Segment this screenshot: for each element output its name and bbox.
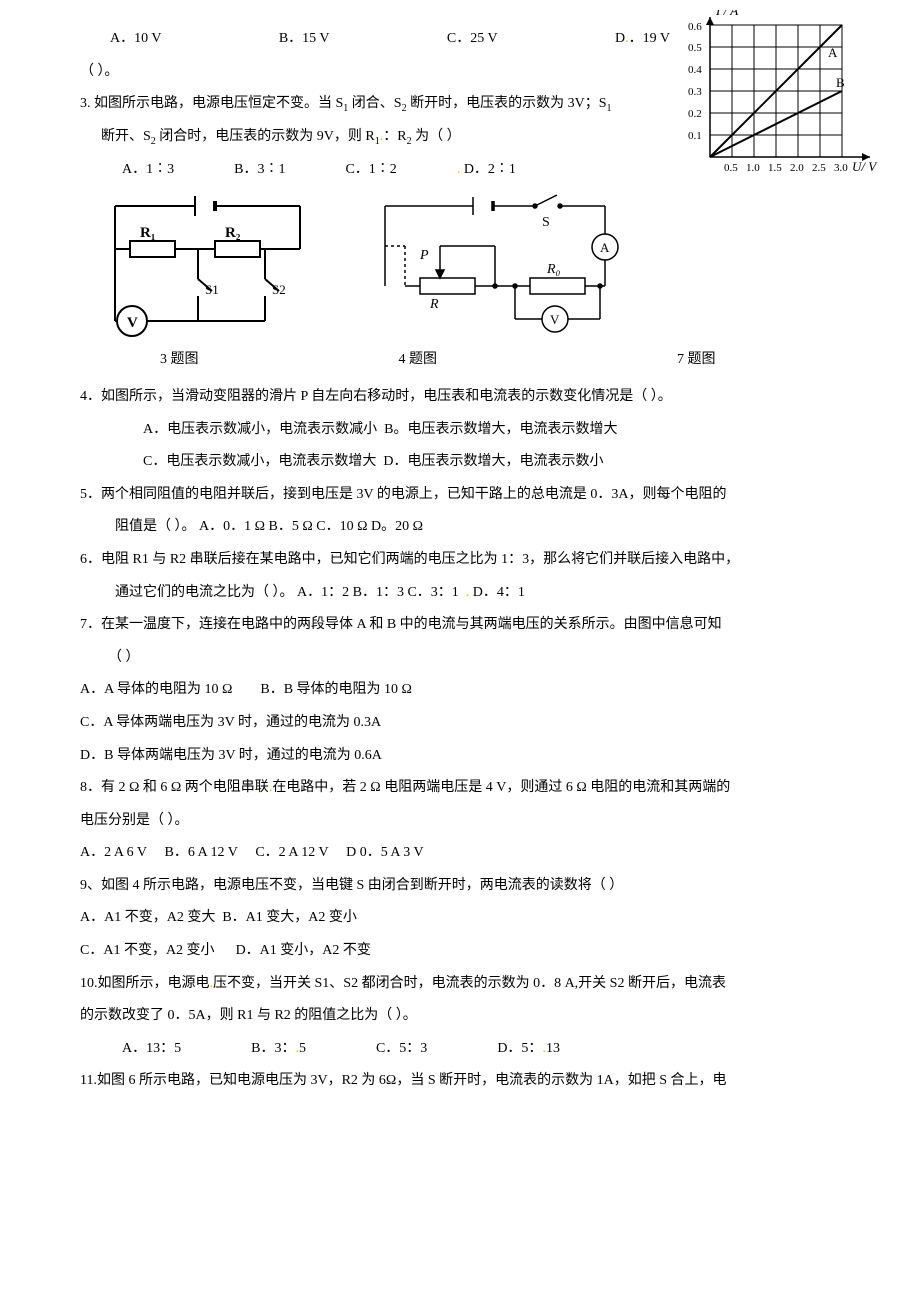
question-7-paren: （ ） [80, 645, 880, 672]
figure-captions: 3 题图 4 题图 7 题图 [160, 347, 880, 374]
question-5: 5．两个相同阻值的电阻并联后，接到电压是 3V 的电源上，已知干路上的总电流是 … [80, 482, 880, 509]
question-5-line2: 阻值是（ ）。 A．0．1 Ω B．5 Ω C．10 Ω D。20 Ω [80, 514, 880, 541]
q3-opt-d: D．2∶1 [464, 162, 516, 177]
q2-opt-c: C．25 V [447, 26, 498, 53]
svg-text:R₀: R₀ [546, 262, 561, 277]
svg-text:R₁: R₁ [140, 225, 155, 241]
question-3-options: A．1∶3 B．3∶1 C．1∶2 . D．2∶1 [80, 157, 670, 184]
question-11: 11.如图 6 所示电路，已知电源电压为 3V，R2 为 6Ω，当 S 断开时，… [80, 1068, 880, 1095]
q3-opt-a: A．1∶3 [122, 157, 174, 184]
q2-opt-a: A．10 V [110, 26, 161, 53]
svg-text:0.4: 0.4 [688, 64, 702, 76]
caption-7: 7 题图 [677, 347, 716, 374]
svg-text:2.0: 2.0 [790, 162, 804, 174]
question-8-opts: A．2 A 6 V B．6 A 12 V C．2 A 12 V D 0．5 A … [80, 840, 880, 867]
question-4-opts-2: C．电压表示数减小，电流表示数增大 D．电压表示数增大，电流表示数小 [80, 449, 880, 476]
q3-opt-b: B．3∶1 [234, 157, 285, 184]
svg-text:0.3: 0.3 [688, 86, 702, 98]
caption-3: 3 题图 [160, 347, 199, 374]
question-6-line2: 通过它们的电流之比为（ ）。 A．1：2 B．1：3 C．3：1 . D．4：1 [80, 580, 880, 607]
question-10-line2: 的示数改变了 0．5A，则 R1 与 R2 的阻值之比为（ ）。 [80, 1003, 880, 1030]
question-9: 9、如图 4 所示电路，电源电压不变，当电键 S 由闭合到断开时，两电流表的读数… [80, 873, 880, 900]
svg-text:P: P [419, 248, 429, 263]
question-4-opts-1: A．电压表示数减小，电流表示数减小 B。电压表示数增大，电流表示数增大 [80, 417, 880, 444]
svg-text:U/ V: U/ V [852, 159, 878, 174]
svg-text:3.0: 3.0 [834, 162, 848, 174]
svg-text:2.5: 2.5 [812, 162, 826, 174]
graph-line-a-label: A [828, 45, 838, 60]
question-4: 4．如图所示，当滑动变阻器的滑片 P 自左向右移动时，电压表和电流表的示数变化情… [80, 384, 880, 411]
q2-opt-d: D [615, 31, 625, 46]
figure-3-circuit: R₁ R₂ S1 S2 V [100, 191, 315, 341]
question-9-opts-2: C．A1 不变，A2 变小 D．A1 变小，A2 不变 [80, 938, 880, 965]
svg-text:0.5: 0.5 [688, 42, 702, 54]
svg-text:V: V [127, 315, 138, 331]
svg-text:I / A: I / A [715, 10, 738, 18]
svg-text:V: V [550, 312, 560, 327]
svg-text:1.5: 1.5 [768, 162, 782, 174]
q3-opt-c: C．1∶2 [345, 157, 396, 184]
question-10: 10.如图所示，电源电.压不变，当开关 S1、S2 都闭合时，电流表的示数为 0… [80, 971, 880, 998]
question-7-opts-ab: A．A 导体的电阻为 10 Ω B．B 导体的电阻为 10 Ω [80, 677, 880, 704]
svg-text:0.1: 0.1 [688, 130, 702, 142]
yellow-dot-icon: . [466, 585, 470, 600]
question-7: 7．在某一温度下，连接在电路中的两段导体 A 和 B 中的电流与其两端电压的关系… [80, 612, 880, 639]
graph-line-b-label: B [836, 75, 845, 90]
question-2-options: A．10 V B．15 V C．25 V D.．19 V [110, 26, 670, 53]
svg-text:0.5: 0.5 [724, 162, 738, 174]
question-7-opt-c: C．A 导体两端电压为 3V 时，通过的电流为 0.3A [80, 710, 880, 737]
question-10-opts: A．13：5 B．3：.5 C．5：3 D．5：.13 [80, 1036, 880, 1063]
figure-7-graph: A B 0.1 0.2 0.3 0.4 0.5 0.6 0.5 1.0 1.5 … [680, 10, 880, 185]
question-8: 8．有 2 Ω 和 6 Ω 两个电阻串联.在电路中，若 2 Ω 电阻两端电压是 … [80, 775, 880, 802]
svg-text:0.6: 0.6 [688, 21, 702, 33]
q2-opt-b: B．15 V [279, 26, 330, 53]
question-6: 6．电阻 R1 与 R2 串联后接在某电路中，已知它们两端的电压之比为 1：3，… [80, 547, 880, 574]
svg-text:R: R [429, 297, 439, 312]
svg-text:S2: S2 [272, 282, 286, 297]
caption-4: 4 题图 [399, 347, 438, 374]
svg-text:S1: S1 [205, 282, 219, 297]
question-9-opts-1: A．A1 不变，A2 变大 B．A1 变大，A2 变小 [80, 905, 880, 932]
question-8-line2: 电压分别是（ ）。 [80, 808, 880, 835]
svg-text:1.0: 1.0 [746, 162, 760, 174]
yellow-dot-icon: . [457, 162, 464, 177]
svg-text:R₂: R₂ [225, 225, 241, 241]
svg-text:A: A [600, 240, 610, 255]
svg-text:S: S [542, 215, 550, 230]
svg-text:0.2: 0.2 [688, 108, 702, 120]
question-7-opt-d: D．B 导体两端电压为 3V 时，通过的电流为 0.6A [80, 743, 880, 770]
figure-4-circuit: S P R R₀ A V [365, 191, 625, 341]
